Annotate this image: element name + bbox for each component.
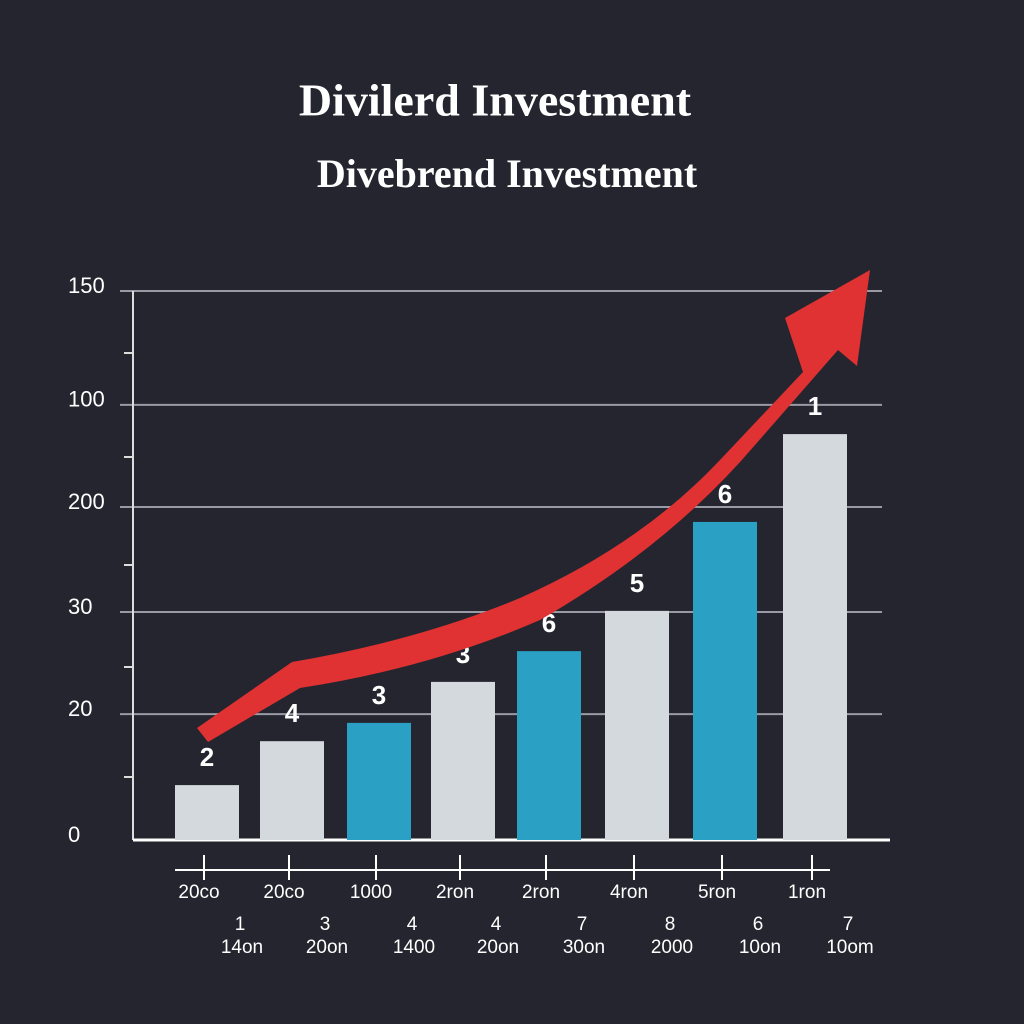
x-sub-label: 10on bbox=[739, 937, 781, 958]
chart-subtitle: Divebrend Investment bbox=[317, 151, 698, 196]
x-sub-number: 4 bbox=[491, 914, 502, 935]
x-sub-label: 30on bbox=[563, 937, 605, 958]
x-tick-label: 4ron bbox=[610, 882, 648, 903]
x-sub-number: 6 bbox=[753, 914, 764, 935]
bar bbox=[175, 785, 239, 840]
x-tick-label: 2ron bbox=[522, 882, 560, 903]
x-sub-label: 20on bbox=[477, 937, 519, 958]
minor-ticks bbox=[124, 352, 133, 778]
value-label: 2 bbox=[200, 742, 214, 772]
value-label: 4 bbox=[285, 698, 300, 728]
y-tick-label: 0 bbox=[68, 822, 80, 847]
x-tick-label: 1ron bbox=[788, 882, 826, 903]
x-sub-number: 8 bbox=[665, 914, 676, 935]
x-tick-label: 2ron bbox=[436, 882, 474, 903]
bar bbox=[693, 521, 757, 840]
bar bbox=[605, 610, 669, 840]
x-sub-number: 7 bbox=[843, 914, 854, 935]
x-tick-label: 20co bbox=[263, 882, 304, 903]
x-sub-label: 20on bbox=[306, 937, 348, 958]
chart-title: Divilerd Investment bbox=[299, 75, 692, 126]
x-tick-label: 1000 bbox=[350, 882, 392, 903]
y-tick-label: 20 bbox=[68, 696, 92, 721]
bar bbox=[260, 741, 324, 840]
x-sub-number: 1 bbox=[235, 914, 246, 935]
y-tick-label: 200 bbox=[68, 489, 105, 514]
x-sub-label: 10om bbox=[826, 937, 874, 958]
value-label: 5 bbox=[630, 568, 644, 598]
value-label: 3 bbox=[372, 680, 386, 710]
value-label: 1 bbox=[808, 391, 822, 421]
y-tick-label: 150 bbox=[68, 273, 105, 298]
x-sub-number: 3 bbox=[320, 914, 331, 935]
bar bbox=[783, 434, 847, 840]
bar bbox=[517, 651, 581, 840]
x-sub-label: 1400 bbox=[393, 937, 435, 958]
x-sub-number: 7 bbox=[577, 914, 588, 935]
x-sub-label: 2000 bbox=[651, 937, 693, 958]
x-sub-label: 14on bbox=[221, 937, 263, 958]
y-tick-label: 100 bbox=[68, 387, 105, 412]
y-tick-label: 30 bbox=[68, 594, 92, 619]
trend-arrow bbox=[197, 270, 870, 742]
x-sub-number: 4 bbox=[407, 914, 418, 935]
x-tick-label: 5ron bbox=[698, 882, 736, 903]
bar bbox=[347, 722, 411, 840]
x-tick-label: 20co bbox=[178, 882, 219, 903]
bar bbox=[431, 681, 495, 840]
value-label: 6 bbox=[718, 479, 732, 509]
